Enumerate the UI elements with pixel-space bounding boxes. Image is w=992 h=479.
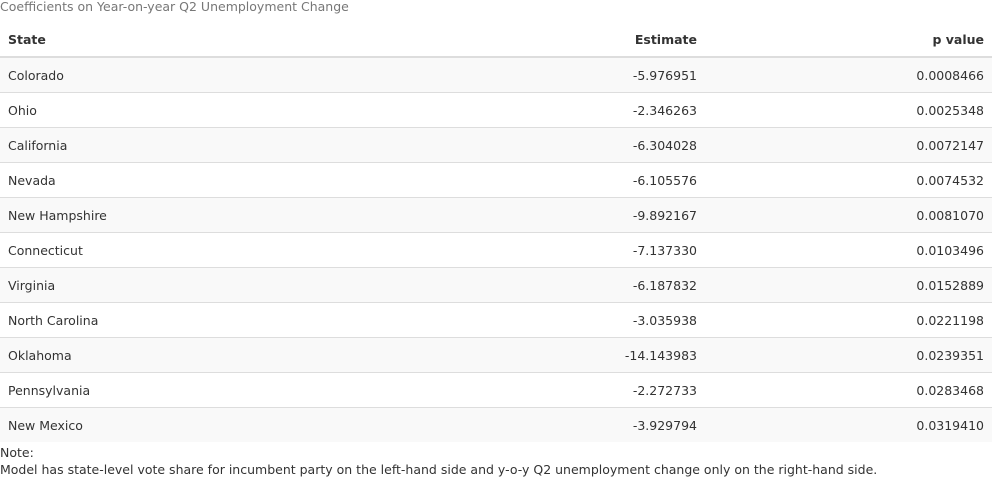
cell-state: Oklahoma — [0, 337, 355, 373]
cell-estimate: -14.143983 — [355, 337, 705, 373]
cell-state: Pennsylvania — [0, 372, 355, 408]
table-notes: Note: Model has state-level vote share f… — [0, 444, 877, 478]
cell-estimate: -9.892167 — [355, 197, 705, 233]
table-row: New Hampshire -9.892167 0.0081070 — [0, 197, 992, 233]
cell-estimate: -6.187832 — [355, 267, 705, 303]
cell-state: Nevada — [0, 162, 355, 198]
cell-estimate: -3.929794 — [355, 407, 705, 442]
table-row: Connecticut -7.137330 0.0103496 — [0, 232, 992, 268]
cell-estimate: -5.976951 — [355, 56, 705, 93]
cell-p-value: 0.0283468 — [705, 372, 992, 408]
table-row: North Carolina -3.035938 0.0221198 — [0, 302, 992, 338]
table-row: Nevada -6.105576 0.0074532 — [0, 162, 992, 198]
table-row: Pennsylvania -2.272733 0.0283468 — [0, 372, 992, 408]
cell-p-value: 0.0319410 — [705, 407, 992, 442]
table-row: Oklahoma -14.143983 0.0239351 — [0, 337, 992, 373]
table-row: Ohio -2.346263 0.0025348 — [0, 92, 992, 128]
cell-estimate: -6.105576 — [355, 162, 705, 198]
column-header-p-value: p value — [705, 23, 992, 58]
table-row: New Mexico -3.929794 0.0319410 — [0, 407, 992, 442]
cell-estimate: -2.346263 — [355, 92, 705, 128]
note-text: Model has state-level vote share for inc… — [0, 462, 878, 477]
cell-p-value: 0.0072147 — [705, 127, 992, 163]
column-header-state: State — [0, 23, 355, 58]
table-row: Virginia -6.187832 0.0152889 — [0, 267, 992, 303]
cell-state: New Mexico — [0, 407, 355, 442]
cell-estimate: -6.304028 — [355, 127, 705, 163]
cell-state: California — [0, 127, 355, 163]
cell-p-value: 0.0081070 — [705, 197, 992, 233]
cell-estimate: -3.035938 — [355, 302, 705, 338]
coefficients-table: State Estimate p value Colorado -5.976951… — [0, 23, 992, 442]
cell-state: Virginia — [0, 267, 355, 303]
cell-p-value: 0.0008466 — [705, 56, 992, 93]
cell-state: North Carolina — [0, 302, 355, 338]
cell-p-value: 0.0074532 — [705, 162, 992, 198]
header-row: State Estimate p value — [0, 23, 992, 58]
cell-estimate: -2.272733 — [355, 372, 705, 408]
column-header-estimate: Estimate — [355, 23, 705, 58]
table-caption: Coefficients on Year-on-year Q2 Unemploy… — [0, 0, 349, 14]
table-row: California -6.304028 0.0072147 — [0, 127, 992, 163]
cell-p-value: 0.0221198 — [705, 302, 992, 338]
cell-state: New Hampshire — [0, 197, 355, 233]
cell-p-value: 0.0152889 — [705, 267, 992, 303]
cell-estimate: -7.137330 — [355, 232, 705, 268]
table-row: Colorado -5.976951 0.0008466 — [0, 56, 992, 93]
cell-state: Connecticut — [0, 232, 355, 268]
cell-p-value: 0.0239351 — [705, 337, 992, 373]
cell-state: Ohio — [0, 92, 355, 128]
cell-p-value: 0.0103496 — [705, 232, 992, 268]
note-label: Note: — [0, 445, 34, 460]
cell-state: Colorado — [0, 56, 355, 93]
cell-p-value: 0.0025348 — [705, 92, 992, 128]
